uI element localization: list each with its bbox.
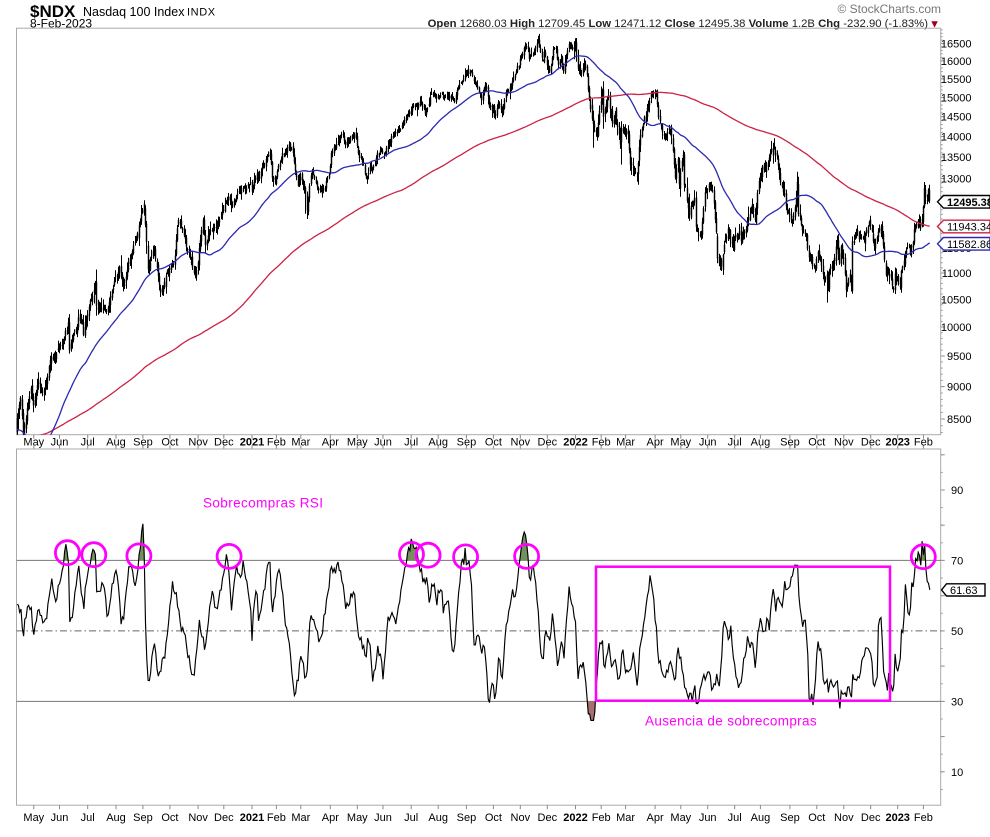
- svg-text:Jun: Jun: [51, 812, 69, 824]
- svg-text:Jun: Jun: [51, 437, 69, 449]
- svg-text:May: May: [670, 812, 691, 824]
- svg-text:May: May: [23, 437, 44, 449]
- svg-text:Oct: Oct: [485, 437, 502, 449]
- svg-text:Jul: Jul: [81, 437, 95, 449]
- svg-text:13000: 13000: [941, 174, 972, 186]
- svg-text:11943.34: 11943.34: [947, 222, 990, 234]
- svg-text:Feb: Feb: [592, 437, 611, 449]
- svg-text:Jul: Jul: [728, 437, 742, 449]
- svg-text:Dec: Dec: [861, 437, 881, 449]
- svg-text:Nov: Nov: [834, 812, 854, 824]
- svg-text:Nov: Nov: [834, 437, 854, 449]
- svg-text:Sep: Sep: [133, 437, 153, 449]
- svg-text:Sep: Sep: [780, 812, 800, 824]
- svg-text:Aug: Aug: [428, 812, 448, 824]
- svg-text:Apr: Apr: [647, 812, 664, 824]
- svg-text:Nov: Nov: [188, 437, 208, 449]
- svg-text:Apr: Apr: [322, 437, 339, 449]
- svg-text:50: 50: [951, 626, 963, 638]
- svg-text:Feb: Feb: [592, 812, 611, 824]
- svg-text:May: May: [347, 437, 368, 449]
- svg-text:2021: 2021: [240, 437, 264, 449]
- svg-text:Nov: Nov: [511, 437, 531, 449]
- svg-text:Sobrecompras RSI: Sobrecompras RSI: [203, 496, 323, 511]
- svg-text:Apr: Apr: [322, 812, 339, 824]
- svg-text:Jul: Jul: [404, 437, 418, 449]
- svg-text:Aug: Aug: [751, 437, 771, 449]
- svg-text:Jun: Jun: [699, 437, 717, 449]
- svg-text:Oct: Oct: [161, 437, 178, 449]
- svg-text:12495.38: 12495.38: [947, 197, 990, 209]
- svg-text:Mar: Mar: [291, 812, 310, 824]
- svg-text:Feb: Feb: [267, 437, 286, 449]
- svg-text:16000: 16000: [941, 56, 972, 68]
- svg-text:10: 10: [951, 767, 963, 779]
- svg-text:14000: 14000: [941, 132, 972, 144]
- svg-text:Apr: Apr: [647, 437, 664, 449]
- svg-text:15500: 15500: [941, 74, 972, 86]
- svg-text:9500: 9500: [947, 351, 971, 363]
- svg-text:Jul: Jul: [404, 812, 418, 824]
- svg-text:10500: 10500: [941, 294, 972, 306]
- svg-text:61.63: 61.63: [950, 585, 978, 597]
- svg-text:Dec: Dec: [214, 437, 234, 449]
- svg-text:Sep: Sep: [457, 437, 477, 449]
- svg-text:Oct: Oct: [808, 437, 825, 449]
- svg-text:Ausencia de sobrecompras: Ausencia de sobrecompras: [645, 714, 817, 729]
- svg-text:2023: 2023: [885, 437, 909, 449]
- svg-text:Dec: Dec: [538, 437, 558, 449]
- svg-text:Nasdaq 100 Index: Nasdaq 100 Index: [83, 5, 185, 19]
- svg-text:14500: 14500: [941, 112, 972, 124]
- svg-text:2021: 2021: [240, 812, 264, 824]
- svg-text:90: 90: [951, 485, 963, 497]
- svg-text:INDX: INDX: [187, 7, 216, 19]
- svg-text:Jun: Jun: [699, 812, 717, 824]
- svg-text:Jul: Jul: [728, 812, 742, 824]
- svg-text:Aug: Aug: [428, 437, 448, 449]
- svg-text:9000: 9000: [947, 382, 971, 394]
- svg-text:Sep: Sep: [780, 437, 800, 449]
- svg-text:Mar: Mar: [616, 812, 635, 824]
- svg-text:8500: 8500: [947, 414, 971, 426]
- svg-text:Jun: Jun: [374, 812, 392, 824]
- svg-text:May: May: [670, 437, 691, 449]
- svg-text:Dec: Dec: [538, 812, 558, 824]
- svg-text:30: 30: [951, 696, 963, 708]
- svg-text:2022: 2022: [563, 812, 587, 824]
- svg-text:Feb: Feb: [914, 812, 933, 824]
- svg-text:May: May: [347, 812, 368, 824]
- svg-text:Dec: Dec: [214, 812, 234, 824]
- svg-text:Mar: Mar: [616, 437, 635, 449]
- svg-text:Sep: Sep: [133, 812, 153, 824]
- svg-text:16500: 16500: [941, 39, 972, 51]
- svg-text:Nov: Nov: [188, 812, 208, 824]
- svg-text:Oct: Oct: [485, 812, 502, 824]
- svg-text:Feb: Feb: [267, 812, 286, 824]
- svg-text:2023: 2023: [885, 812, 909, 824]
- svg-text:Oct: Oct: [808, 812, 825, 824]
- svg-text:Oct: Oct: [161, 812, 178, 824]
- svg-text:11582.86: 11582.86: [947, 239, 990, 251]
- svg-text:10000: 10000: [941, 322, 972, 334]
- svg-text:Sep: Sep: [457, 812, 477, 824]
- svg-text:Nov: Nov: [511, 812, 531, 824]
- svg-text:May: May: [23, 812, 44, 824]
- svg-text:Dec: Dec: [861, 812, 881, 824]
- svg-text:2022: 2022: [563, 437, 587, 449]
- svg-text:© StockCharts.com: © StockCharts.com: [837, 2, 941, 16]
- svg-text:13500: 13500: [941, 152, 972, 164]
- svg-text:15000: 15000: [941, 93, 972, 105]
- svg-text:Aug: Aug: [106, 812, 126, 824]
- svg-text:Jun: Jun: [374, 437, 392, 449]
- svg-text:11000: 11000: [942, 268, 972, 280]
- svg-text:Mar: Mar: [291, 437, 310, 449]
- svg-text:70: 70: [951, 555, 963, 567]
- svg-text:Aug: Aug: [106, 437, 126, 449]
- svg-text:Aug: Aug: [751, 812, 771, 824]
- svg-text:Jul: Jul: [81, 812, 95, 824]
- svg-text:Feb: Feb: [914, 437, 933, 449]
